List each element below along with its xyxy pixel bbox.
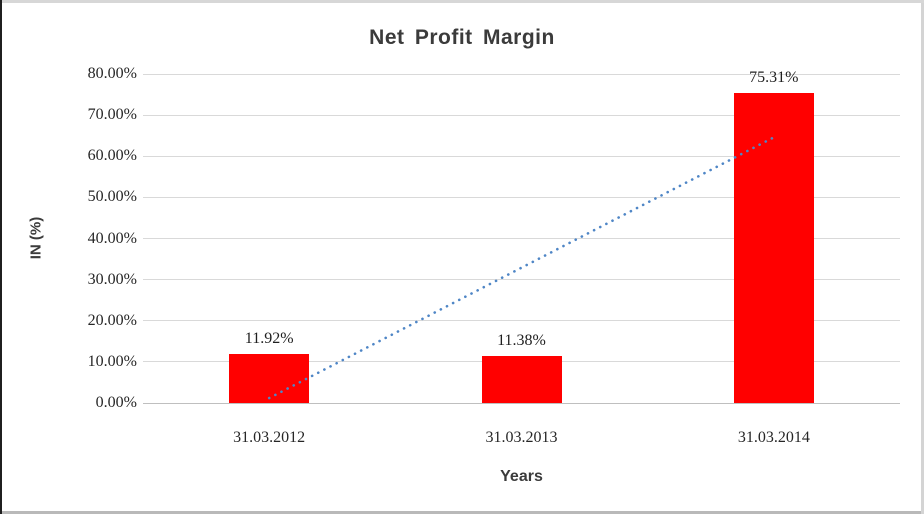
gridline bbox=[143, 196, 900, 198]
trendline-path bbox=[267, 136, 776, 400]
y-axis-tick-labels: 0.00% 10.00% 20.00% 30.00% 40.00% 50.00% 60.00… bbox=[0, 65, 137, 411]
data-label: 11.38% bbox=[497, 332, 546, 350]
y-axis-tick-label: 10.00% bbox=[87, 352, 137, 370]
y-axis-tick-label: 20.00% bbox=[87, 311, 137, 329]
x-axis-line bbox=[143, 403, 900, 404]
gridline bbox=[143, 279, 900, 281]
y-axis-tick-label: 50.00% bbox=[87, 188, 137, 206]
data-label: 75.31% bbox=[749, 69, 799, 87]
chart-title: Net Profit Margin bbox=[369, 26, 555, 49]
y-axis-tick-label: 80.00% bbox=[87, 65, 137, 82]
y-axis-tick-label: 60.00% bbox=[87, 147, 137, 165]
x-axis-title: Years bbox=[500, 468, 543, 485]
x-axis-tick-label: 31.03.2013 bbox=[485, 429, 558, 446]
gridline bbox=[143, 73, 900, 75]
y-axis-tick-label: 30.00% bbox=[87, 270, 137, 288]
x-axis-tick-labels: 31.03.2012 31.03.2013 31.03.2014 bbox=[143, 403, 900, 447]
y-axis-tick-label: 0.00% bbox=[95, 394, 137, 411]
y-axis-tick-label: 70.00% bbox=[87, 106, 137, 124]
trendline bbox=[267, 136, 776, 400]
bar bbox=[733, 93, 814, 403]
x-axis-tick-label: 31.03.2014 bbox=[737, 429, 810, 446]
plot-area: 11.92% 11.38% 75.31% bbox=[143, 69, 900, 404]
bar bbox=[229, 353, 310, 403]
data-label: 11.92% bbox=[244, 329, 294, 347]
gridline bbox=[143, 238, 900, 239]
gridline bbox=[143, 114, 900, 116]
x-axis-tick-label: 31.03.2012 bbox=[233, 429, 306, 446]
gridline bbox=[143, 320, 900, 322]
bar bbox=[481, 356, 562, 403]
gridline bbox=[143, 155, 900, 157]
y-axis-tick-label: 40.00% bbox=[87, 229, 137, 247]
